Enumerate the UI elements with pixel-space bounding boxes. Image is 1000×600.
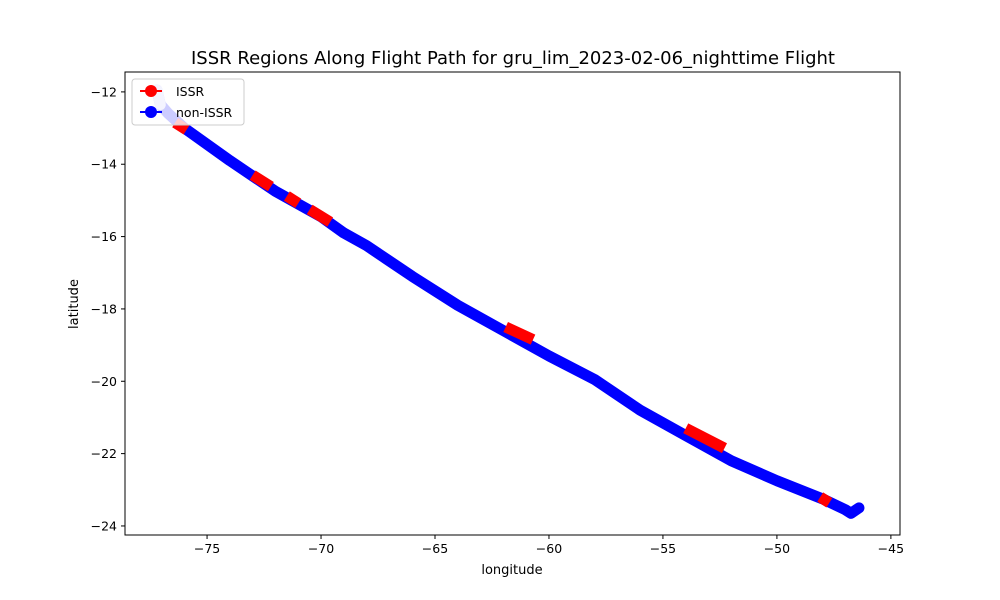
x-axis: −75 −70 −65 −60 −55 −50 −45 bbox=[194, 535, 904, 556]
x-axis-label: longitude bbox=[481, 563, 542, 578]
non-issr-path bbox=[151, 84, 865, 519]
chart-title: ISSR Regions Along Flight Path for gru_l… bbox=[191, 48, 835, 69]
x-tick-label: −60 bbox=[536, 541, 562, 556]
y-axis: −12 −14 −16 −18 −20 −22 −24 bbox=[91, 84, 125, 533]
y-tick-label: −24 bbox=[91, 518, 117, 533]
issr-segment bbox=[503, 322, 536, 345]
x-tick-label: −75 bbox=[194, 541, 220, 556]
x-tick-label: −45 bbox=[878, 541, 904, 556]
x-tick-label: −70 bbox=[308, 541, 334, 556]
y-tick-label: −16 bbox=[91, 229, 117, 244]
y-tick-label: −20 bbox=[91, 374, 117, 389]
issr-segment bbox=[283, 191, 302, 208]
y-tick-label: −12 bbox=[91, 84, 117, 99]
y-tick-label: −22 bbox=[91, 446, 117, 461]
y-axis-label: latitude bbox=[67, 279, 82, 329]
issr-segment bbox=[249, 170, 274, 192]
x-tick-label: −55 bbox=[650, 541, 676, 556]
issr-segment bbox=[683, 423, 727, 454]
issr-segment bbox=[817, 492, 833, 508]
legend-label-issr: ISSR bbox=[176, 84, 205, 99]
plot-area bbox=[125, 72, 900, 535]
plot-frame bbox=[124, 71, 901, 536]
legend-marker-issr bbox=[145, 85, 157, 97]
legend-label-non-issr: non-ISSR bbox=[176, 105, 233, 120]
legend: ISSR non-ISSR bbox=[131, 78, 245, 126]
y-tick-label: −18 bbox=[91, 301, 117, 316]
x-tick-label: −50 bbox=[764, 541, 790, 556]
issr-segment bbox=[306, 204, 334, 227]
legend-marker-non-issr bbox=[145, 106, 157, 118]
y-tick-label: −14 bbox=[91, 157, 117, 172]
x-tick-label: −65 bbox=[422, 541, 448, 556]
